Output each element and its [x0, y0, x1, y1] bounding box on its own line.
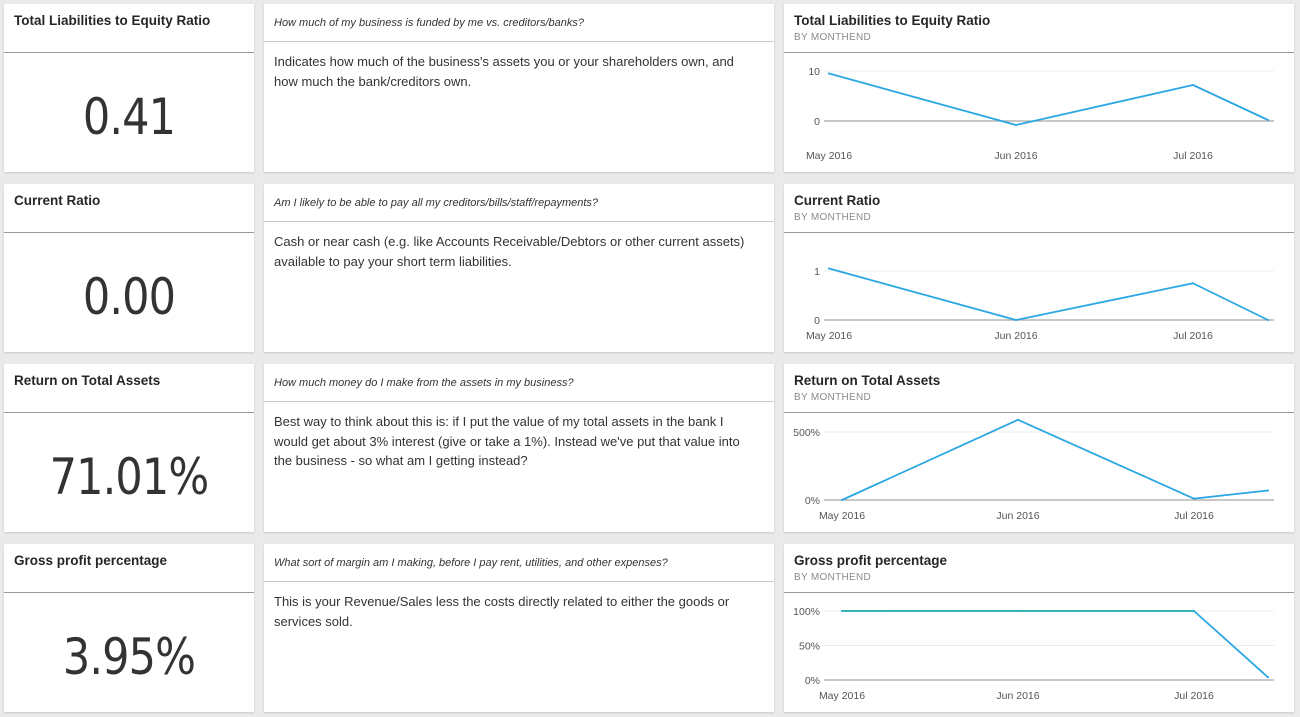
description-question: How much money do I make from the assets… — [274, 377, 574, 389]
series-line-segment — [1015, 84, 1194, 126]
line-chart: 0% 500% May 2016 Jun 2016 Jul 2016 — [793, 418, 1274, 522]
description-body: This is your Revenue/Sales less the cost… — [274, 594, 730, 629]
data-point — [1192, 84, 1194, 86]
kpi-value: 0.41 — [82, 88, 176, 146]
data-point — [841, 610, 843, 612]
series-line-segment — [1015, 282, 1194, 321]
divider — [4, 52, 254, 53]
line-chart: 0 1 May 2016 Jun 2016 Jul 2016 — [806, 266, 1274, 342]
description-tile-current-ratio[interactable]: Am I likely to be able to pay all my cre… — [264, 184, 774, 352]
x-tick-label: Jul 2016 — [1174, 690, 1214, 702]
data-point — [1015, 319, 1017, 321]
kpi-tile-return-on-assets[interactable]: Return on Total Assets 71.01% — [4, 364, 254, 532]
series-line-segment — [1193, 610, 1269, 679]
series-line-segment — [1192, 84, 1269, 121]
x-tick-label: Jun 2016 — [996, 690, 1039, 702]
y-tick-label: 10 — [808, 66, 820, 78]
description-body: Cash or near cash (e.g. like Accounts Re… — [274, 234, 745, 269]
divider — [4, 232, 254, 233]
description-body: Best way to think about this is: if I pu… — [274, 414, 740, 468]
x-tick-label: May 2016 — [806, 330, 852, 342]
y-tick-label: 0 — [814, 315, 820, 327]
data-point — [1267, 319, 1269, 321]
x-tick-label: Jun 2016 — [994, 150, 1037, 162]
series-line-segment — [1192, 282, 1269, 321]
divider — [784, 232, 1294, 233]
description-tile-gross-profit[interactable]: What sort of margin am I making, before … — [264, 544, 774, 712]
data-point — [1267, 119, 1269, 121]
chart-title: Current Ratio — [794, 193, 881, 208]
chart-subtitle: BY MONTHEND — [794, 572, 872, 583]
divider — [264, 41, 774, 42]
data-point — [1193, 610, 1195, 612]
divider — [784, 412, 1294, 413]
chart-subtitle: BY MONTHEND — [794, 212, 872, 223]
kpi-tile-gross-profit[interactable]: Gross profit percentage 3.95% — [4, 544, 254, 712]
divider — [4, 412, 254, 413]
kpi-tile-current-ratio[interactable]: Current Ratio 0.00 — [4, 184, 254, 352]
divider — [264, 581, 774, 582]
kpi-tile-liabilities-equity[interactable]: Total Liabilities to Equity Ratio 0.41 — [4, 4, 254, 172]
chart-tile-gross-profit[interactable]: Gross profit percentage BY MONTHEND 0% 50… — [784, 544, 1294, 712]
x-tick-label: May 2016 — [819, 510, 865, 522]
data-point — [1267, 489, 1269, 492]
series-line-segment — [1017, 418, 1195, 500]
chart-tile-return-on-assets[interactable]: Return on Total Assets BY MONTHEND 0% 500… — [784, 364, 1294, 532]
y-tick-label: 500% — [793, 427, 820, 439]
description-question: How much of my business is funded by me … — [274, 17, 584, 29]
kpi-value: 71.01% — [49, 448, 210, 506]
y-tick-label: 1 — [814, 266, 820, 278]
x-tick-label: Jun 2016 — [996, 510, 1039, 522]
chart-subtitle: BY MONTHEND — [794, 32, 872, 43]
kpi-title: Current Ratio — [14, 193, 101, 208]
data-point — [828, 267, 830, 270]
data-point — [1192, 282, 1194, 285]
chart-title: Total Liabilities to Equity Ratio — [794, 13, 991, 28]
x-tick-label: May 2016 — [806, 150, 852, 162]
description-tile-liabilities-equity[interactable]: How much of my business is funded by me … — [264, 4, 774, 172]
line-chart: 0% 50% 100% May 2016 Jun 2016 Jul 2016 — [793, 606, 1274, 702]
x-tick-label: Jun 2016 — [994, 330, 1037, 342]
chart-title: Gross profit percentage — [794, 553, 948, 568]
y-tick-label: 50% — [799, 641, 820, 653]
kpi-value: 3.95% — [62, 628, 196, 686]
kpi-title: Total Liabilities to Equity Ratio — [14, 13, 211, 28]
divider — [264, 221, 774, 222]
y-tick-label: 0% — [805, 495, 820, 507]
data-point — [1015, 124, 1017, 126]
divider — [4, 592, 254, 593]
x-tick-label: Jul 2016 — [1173, 330, 1213, 342]
divider — [784, 592, 1294, 593]
chart-subtitle: BY MONTHEND — [794, 392, 872, 403]
data-point — [828, 72, 830, 75]
description-question: Am I likely to be able to pay all my cre… — [274, 197, 599, 209]
divider — [264, 401, 774, 402]
data-point — [1017, 610, 1019, 612]
description-body: Indicates how much of the business's ass… — [274, 54, 734, 89]
series-line-segment — [841, 418, 1019, 501]
y-tick-label: 100% — [793, 606, 820, 618]
y-tick-label: 0 — [814, 116, 820, 128]
line-chart: 0 10 May 2016 Jun 2016 Jul 2016 — [806, 66, 1274, 162]
x-tick-label: Jul 2016 — [1173, 150, 1213, 162]
chart-tile-current-ratio[interactable]: Current Ratio BY MONTHEND 0 1 May 2016 Jun … — [784, 184, 1294, 352]
description-question: What sort of margin am I making, before … — [274, 557, 668, 569]
series-line-segment — [1193, 489, 1269, 500]
chart-tile-liabilities-equity[interactable]: Total Liabilities to Equity Ratio BY MON… — [784, 4, 1294, 172]
series-line-segment — [828, 267, 1017, 321]
series-line-segment — [828, 72, 1017, 126]
data-point — [1193, 497, 1195, 500]
x-tick-label: Jul 2016 — [1174, 510, 1214, 522]
kpi-title: Return on Total Assets — [14, 373, 161, 388]
chart-title: Return on Total Assets — [794, 373, 941, 388]
x-tick-label: May 2016 — [819, 690, 865, 702]
data-point — [841, 499, 843, 501]
data-point — [1267, 676, 1269, 679]
kpi-title: Gross profit percentage — [14, 553, 168, 568]
divider — [784, 52, 1294, 53]
kpi-value: 0.00 — [82, 268, 176, 326]
data-point — [1017, 418, 1019, 421]
description-tile-return-on-assets[interactable]: How much money do I make from the assets… — [264, 364, 774, 532]
y-tick-label: 0% — [805, 675, 820, 687]
